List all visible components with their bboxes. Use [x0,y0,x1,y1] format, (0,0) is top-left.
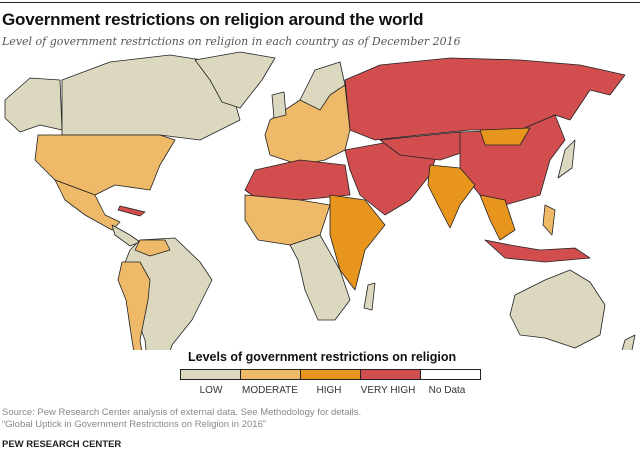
legend-label-very-high: VERY HIGH [360,385,416,396]
source-text: Source: Pew Research Center analysis of … [2,407,362,418]
region-central-america [111,224,141,247]
page-title: Government restrictions on religion arou… [2,10,424,29]
legend-swatch-very-high [360,369,421,380]
legend-label-moderate: MODERATE [242,385,298,396]
legend-swatch-moderate [240,369,301,380]
region-central-africa [289,234,351,321]
region-venezuela [134,239,171,257]
region-philippines [542,204,556,236]
report-title: “Global Uptick in Government Restriction… [2,419,267,430]
region-greenland [194,51,276,109]
legend-label-high: HIGH [316,385,342,396]
legend [180,369,481,380]
region-russia [344,57,626,141]
legend-swatch-no-data [420,369,481,380]
region-andes [117,261,151,350]
region-east-africa [329,194,386,291]
region-madagascar [363,282,376,311]
legend-swatch-high [300,369,361,380]
region-mongolia [479,127,531,146]
world-map [4,51,636,350]
brand-name: PEW RESEARCH CENTER [2,439,122,450]
region-japan [557,139,576,179]
region-usa [34,134,176,196]
region-india [427,164,476,229]
region-se-asia [479,194,516,241]
region-australia [509,269,606,349]
region-new-zealand [621,334,636,350]
legend-label-low: LOW [199,385,223,396]
region-alaska [4,77,63,133]
region-north-africa [244,159,351,206]
legend-label-no-data: No Data [428,385,466,396]
source-note: Source: Pew Research Center analysis of … [2,407,361,431]
top-rule [0,2,640,3]
region-uk [271,91,287,119]
legend-swatch-low [180,369,241,380]
subtitle: Level of government restrictions on reli… [2,35,461,48]
region-cuba [117,205,146,217]
region-scandinavia [299,61,346,111]
region-indonesia [484,239,591,263]
region-central-asia [379,131,471,161]
region-mexico [54,179,121,231]
legend-title: Levels of government restrictions on rel… [188,350,457,364]
